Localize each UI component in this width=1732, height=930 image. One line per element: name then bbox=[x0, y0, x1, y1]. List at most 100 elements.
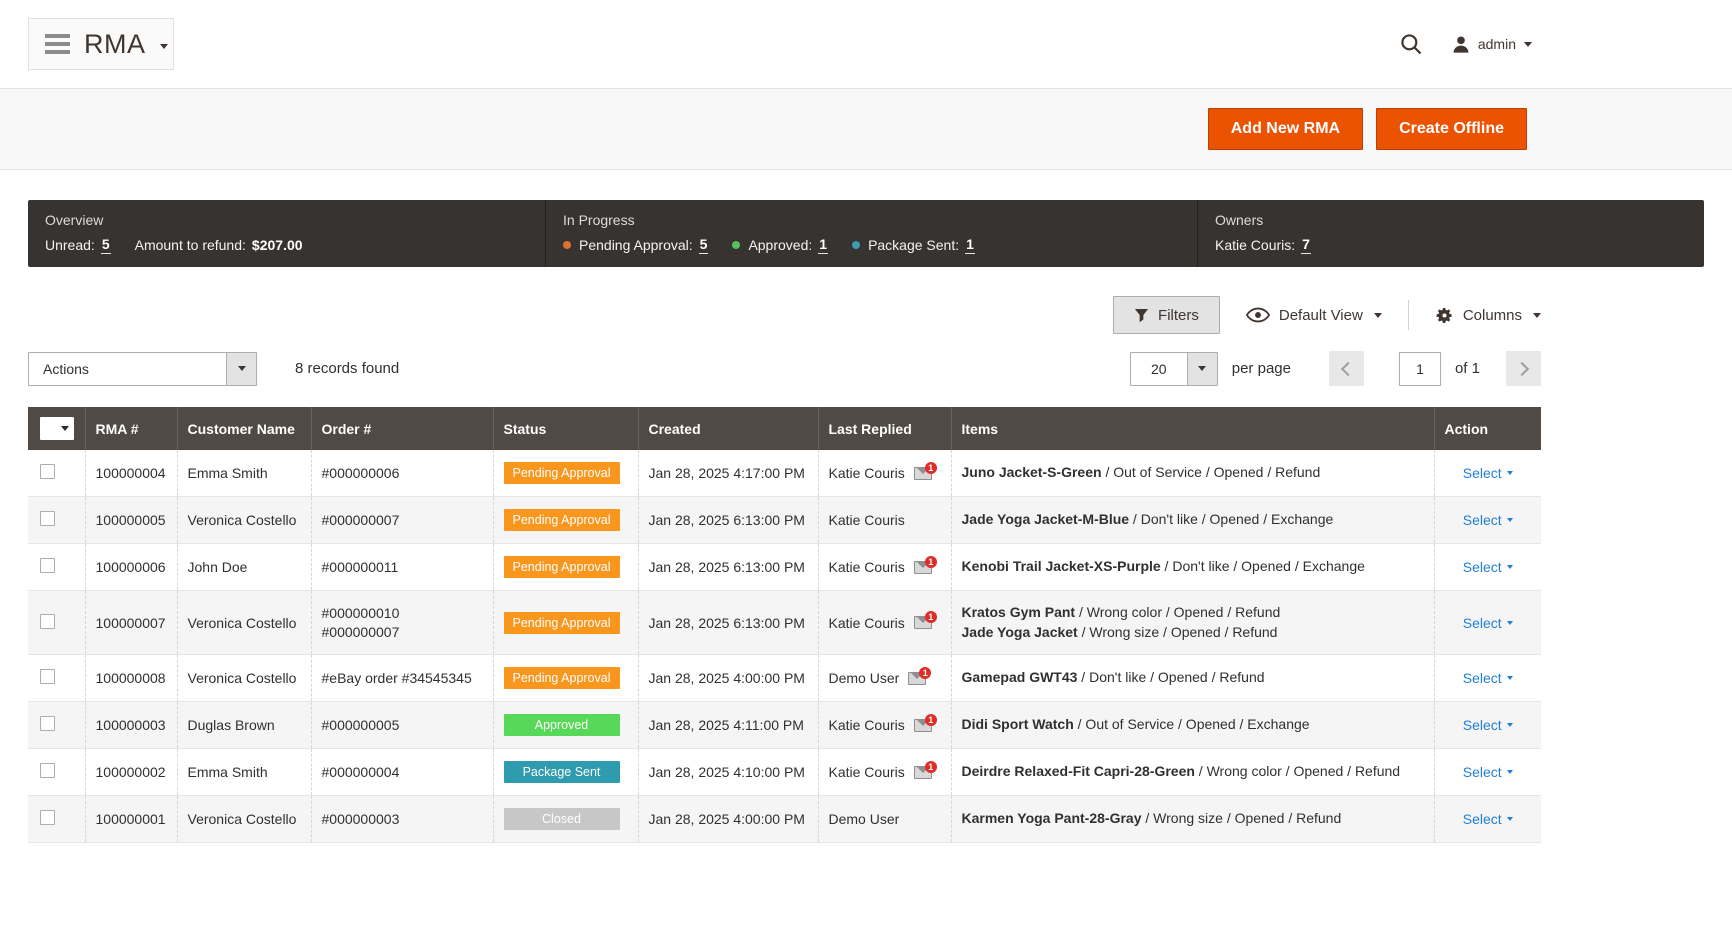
admin-user-menu[interactable]: admin bbox=[1452, 36, 1532, 53]
status-badge: Pending Approval bbox=[503, 462, 620, 484]
previous-page-button[interactable] bbox=[1328, 351, 1364, 386]
create-offline-button[interactable]: Create Offline bbox=[1376, 108, 1527, 150]
item-entry: Deirdre Relaxed-Fit Capri-28-Green / Wro… bbox=[962, 762, 1424, 782]
items-cell: Juno Jacket-S-Green / Out of Service / O… bbox=[950, 450, 1434, 497]
column-header[interactable]: Order # bbox=[310, 407, 493, 450]
column-header[interactable]: Items bbox=[950, 407, 1434, 450]
rma-number-cell: 100000007 bbox=[84, 590, 177, 656]
row-checkbox[interactable] bbox=[40, 464, 55, 479]
status-badge: Package Sent bbox=[503, 761, 620, 784]
per-page-dropdown[interactable]: 20 bbox=[1129, 351, 1218, 386]
status-cell: Pending Approval bbox=[492, 654, 638, 703]
item-name: Karmen Yoga Pant-28-Gray bbox=[961, 810, 1142, 827]
unread-message-icon: 1 bbox=[913, 555, 937, 574]
row-checkbox[interactable] bbox=[40, 613, 55, 629]
stat-owner-value[interactable]: 7 bbox=[1301, 236, 1311, 254]
add-new-rma-button[interactable]: Add New RMA bbox=[1207, 108, 1364, 150]
actions-dropdown[interactable]: Actions bbox=[28, 351, 257, 386]
total-pages-label: of 1 bbox=[1454, 360, 1480, 377]
stat-unread-value[interactable]: 5 bbox=[100, 236, 111, 254]
item-entry: Kenobi Trail Jacket-XS-Purple / Don't li… bbox=[962, 557, 1424, 577]
item-name: Gamepad GWT43 bbox=[961, 669, 1078, 686]
item-details: / Out of Service / Opened / Refund bbox=[1101, 464, 1321, 481]
select-action-link[interactable]: Select bbox=[1445, 465, 1532, 481]
stat-approved-value[interactable]: 1 bbox=[818, 236, 829, 254]
items-cell: Kenobi Trail Jacket-XS-Purple / Don't li… bbox=[950, 543, 1434, 591]
last-replied-cell: Demo User 1 bbox=[817, 654, 951, 703]
current-page-input[interactable] bbox=[1398, 351, 1441, 386]
next-page-button[interactable] bbox=[1506, 351, 1541, 386]
select-all-checkbox[interactable] bbox=[40, 417, 74, 440]
row-checkbox[interactable] bbox=[40, 716, 55, 732]
select-action-link[interactable]: Select bbox=[1445, 615, 1532, 631]
item-details: / Don't like / Opened / Refund bbox=[1077, 669, 1265, 686]
search-icon[interactable] bbox=[1400, 33, 1422, 55]
items-cell: Gamepad GWT43 / Don't like / Opened / Re… bbox=[950, 654, 1434, 703]
page-title: RMA bbox=[84, 28, 146, 59]
stat-package-sent: Package Sent: 1 bbox=[852, 236, 975, 254]
select-action-link[interactable]: Select bbox=[1445, 559, 1532, 575]
chevron-down-icon bbox=[1506, 565, 1513, 569]
select-action-link[interactable]: Select bbox=[1445, 670, 1532, 686]
last-replied-cell: Katie Couris 1 bbox=[817, 590, 951, 656]
select-action-link[interactable]: Select bbox=[1445, 512, 1532, 528]
item-name: Jade Yoga Jacket bbox=[961, 623, 1078, 640]
unread-message-icon: 1 bbox=[913, 461, 937, 480]
created-cell: Jan 28, 2025 4:11:00 PM bbox=[637, 701, 818, 750]
stats-section-title: Owners bbox=[1215, 212, 1264, 228]
column-header[interactable]: Last Replied bbox=[817, 407, 951, 450]
row-checkbox[interactable] bbox=[40, 511, 55, 526]
stats-section-title: Overview bbox=[45, 212, 104, 228]
column-header[interactable]: Customer Name bbox=[176, 407, 311, 450]
stats-owners-section: Owners Katie Couris: 7 bbox=[1197, 200, 1704, 267]
row-checkbox[interactable] bbox=[40, 763, 55, 779]
item-entry: Kratos Gym Pant / Wrong color / Opened /… bbox=[962, 603, 1424, 623]
column-header[interactable]: Created bbox=[637, 407, 818, 450]
item-details: / Don't like / Opened / Exchange bbox=[1160, 558, 1365, 575]
status-badge: Pending Approval bbox=[503, 667, 620, 690]
item-details: / Wrong color / Opened / Refund bbox=[1075, 604, 1281, 620]
page-actions-strip: Add New RMA Create Offline bbox=[0, 88, 1732, 170]
column-header[interactable]: Status bbox=[492, 407, 638, 450]
rma-grid-table: RMA # Customer Name Order # Status Created La… bbox=[28, 407, 1541, 844]
columns-selector[interactable]: Columns bbox=[1435, 306, 1541, 325]
order-number: #eBay order #34545345 bbox=[321, 669, 472, 686]
per-page-value: 20 bbox=[1150, 360, 1167, 377]
stat-amount-value: $207.00 bbox=[251, 237, 303, 253]
view-selector[interactable]: Default View bbox=[1245, 307, 1382, 324]
items-cell: Karmen Yoga Pant-28-Gray / Wrong size / … bbox=[950, 795, 1434, 844]
customer-name-cell: Emma Smith bbox=[176, 748, 311, 797]
action-cell: Select bbox=[1433, 701, 1541, 750]
grid-header-row: RMA # Customer Name Order # Status Created La… bbox=[28, 407, 1541, 450]
last-replied-cell: Katie Couris 1 bbox=[817, 701, 951, 750]
table-row: 100000004 Emma Smith #000000006 Pending … bbox=[28, 450, 1541, 497]
order-number-cell: #000000007 bbox=[310, 496, 493, 544]
status-cell: Closed bbox=[492, 795, 638, 844]
item-name: Didi Sport Watch bbox=[961, 716, 1074, 733]
row-checkbox[interactable] bbox=[40, 669, 55, 685]
created-cell: Jan 28, 2025 4:10:00 PM bbox=[637, 748, 818, 797]
item-name: Juno Jacket-S-Green bbox=[961, 464, 1102, 481]
user-icon bbox=[1453, 36, 1469, 53]
stat-owner-katie-couris: Katie Couris: 7 bbox=[1215, 236, 1311, 254]
page-menu-toggle[interactable]: RMA bbox=[28, 18, 174, 70]
row-checkbox[interactable] bbox=[40, 558, 55, 573]
column-header[interactable]: Action bbox=[1433, 407, 1541, 450]
stat-package-sent-value[interactable]: 1 bbox=[965, 236, 975, 254]
status-badge: Pending Approval bbox=[503, 611, 620, 634]
filters-button[interactable]: Filters bbox=[1113, 296, 1220, 334]
row-checkbox[interactable] bbox=[40, 810, 55, 826]
select-action-link[interactable]: Select bbox=[1445, 764, 1532, 780]
filter-funnel-icon bbox=[1134, 308, 1149, 322]
last-replied-name: Demo User bbox=[828, 811, 900, 828]
column-header[interactable]: RMA # bbox=[84, 407, 177, 450]
select-action-link[interactable]: Select bbox=[1445, 811, 1532, 827]
item-name: Jade Yoga Jacket-M-Blue bbox=[961, 511, 1130, 528]
stat-pending-value[interactable]: 5 bbox=[698, 236, 709, 254]
table-row: 100000002 Emma Smith #000000004 Package … bbox=[28, 748, 1541, 797]
select-action-link[interactable]: Select bbox=[1445, 717, 1532, 733]
table-row: 100000001 Veronica Costello #000000003 C… bbox=[28, 795, 1541, 844]
chevron-down-icon bbox=[159, 43, 168, 49]
table-row: 100000007 Veronica Costello #000000010 #0… bbox=[28, 590, 1541, 656]
rma-number-cell: 100000008 bbox=[84, 654, 177, 703]
